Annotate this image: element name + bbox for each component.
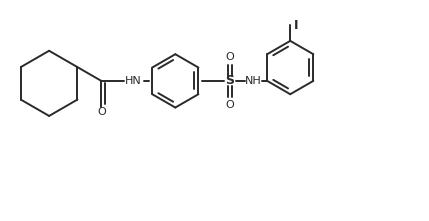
Text: S: S <box>225 74 234 87</box>
Text: HN: HN <box>124 76 141 86</box>
Text: NH: NH <box>245 76 262 86</box>
Text: O: O <box>225 52 234 62</box>
Text: O: O <box>97 107 106 118</box>
Text: O: O <box>225 100 234 110</box>
Text: I: I <box>294 19 299 32</box>
